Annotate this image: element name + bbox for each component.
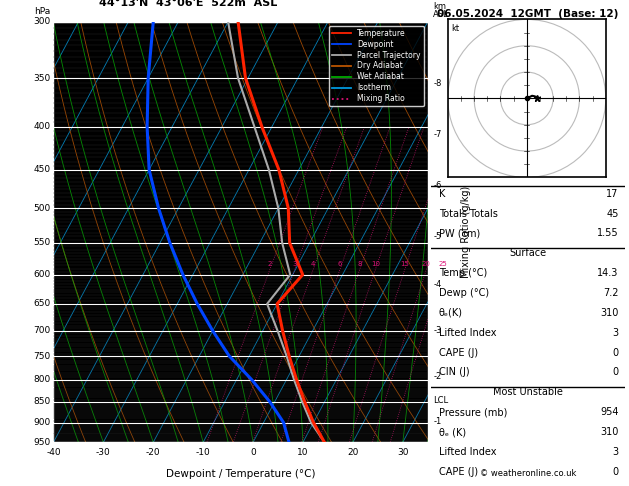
Text: 1.55: 1.55 [597, 228, 619, 239]
Text: LCL: LCL [433, 396, 448, 405]
Text: Temp (°C): Temp (°C) [438, 268, 487, 278]
Text: -8: -8 [433, 79, 442, 88]
Text: 650: 650 [33, 299, 50, 308]
Text: hPa: hPa [34, 7, 50, 16]
Text: 17: 17 [606, 189, 619, 199]
Text: 750: 750 [33, 351, 50, 361]
Text: 400: 400 [33, 122, 50, 131]
Legend: Temperature, Dewpoint, Parcel Trajectory, Dry Adiabat, Wet Adiabat, Isotherm, Mi: Temperature, Dewpoint, Parcel Trajectory… [329, 26, 424, 106]
Text: CIN (J): CIN (J) [438, 367, 469, 378]
Text: 500: 500 [33, 204, 50, 213]
Text: -1: -1 [433, 417, 442, 426]
Text: 06.05.2024  12GMT  (Base: 12): 06.05.2024 12GMT (Base: 12) [437, 9, 618, 19]
Text: 0: 0 [613, 347, 619, 358]
Text: © weatheronline.co.uk: © weatheronline.co.uk [479, 469, 576, 478]
Text: Mixing Ratio (g/kg): Mixing Ratio (g/kg) [461, 186, 471, 278]
Text: 20: 20 [422, 261, 431, 267]
Text: θₑ(K): θₑ(K) [438, 308, 462, 318]
Text: 0: 0 [613, 467, 619, 477]
Text: Lifted Index: Lifted Index [438, 328, 496, 338]
Text: Surface: Surface [509, 248, 547, 258]
Text: 2: 2 [267, 261, 272, 267]
Text: 44°13'N  43°06'E  522m  ASL: 44°13'N 43°06'E 522m ASL [99, 0, 277, 8]
Text: 0: 0 [250, 448, 256, 457]
Text: K: K [438, 189, 445, 199]
Text: 6: 6 [338, 261, 342, 267]
Text: CAPE (J): CAPE (J) [438, 347, 478, 358]
Text: 4: 4 [311, 261, 315, 267]
Text: Dewp (°C): Dewp (°C) [438, 288, 489, 298]
Text: 600: 600 [33, 270, 50, 279]
Text: Totals Totals: Totals Totals [438, 208, 498, 219]
Text: Dewpoint / Temperature (°C): Dewpoint / Temperature (°C) [166, 469, 315, 479]
Text: 10: 10 [298, 448, 309, 457]
Text: -7: -7 [433, 129, 442, 139]
Text: 800: 800 [33, 375, 50, 384]
Text: 25: 25 [439, 261, 448, 267]
Text: 950: 950 [33, 438, 50, 447]
Text: 8: 8 [357, 261, 362, 267]
Text: km
ASL: km ASL [433, 2, 449, 19]
Text: -20: -20 [146, 448, 160, 457]
Text: -40: -40 [46, 448, 61, 457]
Text: 350: 350 [33, 73, 50, 83]
Text: -3: -3 [433, 327, 442, 335]
Text: -2: -2 [433, 372, 442, 381]
Text: 450: 450 [33, 165, 50, 174]
Text: 14.3: 14.3 [598, 268, 619, 278]
Text: Lifted Index: Lifted Index [438, 447, 496, 457]
Text: 3: 3 [292, 261, 297, 267]
Text: 10: 10 [370, 261, 380, 267]
Text: θₑ (K): θₑ (K) [438, 427, 465, 437]
Text: PW (cm): PW (cm) [438, 228, 480, 239]
Text: 45: 45 [606, 208, 619, 219]
Text: -30: -30 [96, 448, 111, 457]
Text: 7.2: 7.2 [603, 288, 619, 298]
Text: Most Unstable: Most Unstable [493, 387, 563, 398]
Text: -4: -4 [433, 280, 442, 289]
Text: -10: -10 [196, 448, 211, 457]
Text: 0: 0 [613, 367, 619, 378]
Text: 850: 850 [33, 397, 50, 406]
Text: 3: 3 [613, 447, 619, 457]
Text: 550: 550 [33, 239, 50, 247]
Text: 310: 310 [601, 308, 619, 318]
Text: 954: 954 [600, 407, 619, 417]
Text: 3: 3 [613, 328, 619, 338]
Text: kt: kt [451, 24, 459, 33]
Text: -5: -5 [433, 232, 442, 241]
Text: CAPE (J): CAPE (J) [438, 467, 478, 477]
Text: 30: 30 [397, 448, 408, 457]
Text: 700: 700 [33, 327, 50, 335]
Text: -6: -6 [433, 181, 442, 190]
Text: 20: 20 [347, 448, 359, 457]
Text: 900: 900 [33, 418, 50, 427]
Text: Pressure (mb): Pressure (mb) [438, 407, 507, 417]
Text: 15: 15 [400, 261, 409, 267]
Text: 300: 300 [33, 17, 50, 26]
Text: 310: 310 [601, 427, 619, 437]
